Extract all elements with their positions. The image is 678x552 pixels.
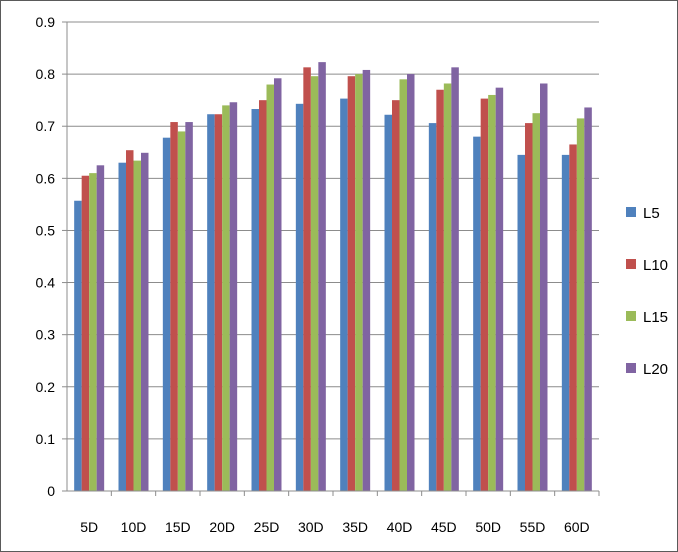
- bar-l20-10d: [141, 152, 149, 491]
- legend-label-l15: L15: [643, 309, 668, 326]
- bar-l15-15d: [177, 131, 186, 491]
- bar-l10-55d: [525, 123, 533, 492]
- x-tick-label: 50D: [475, 519, 501, 535]
- x-tick-label: 30D: [298, 519, 324, 535]
- bar-l10-45d: [436, 89, 444, 491]
- bar-l10-10d: [126, 150, 134, 491]
- bar-l5-30d: [295, 103, 304, 491]
- legend-swatch-l5: [626, 207, 636, 217]
- bar-l10-25d: [259, 100, 267, 492]
- y-tick-label: 0.5: [36, 222, 56, 238]
- bar-l5-35d: [340, 98, 348, 491]
- bar-l15-45d: [443, 83, 452, 491]
- bar-l5-40d: [384, 114, 392, 491]
- bar-l15-50d: [488, 94, 496, 491]
- bar-l5-15d: [162, 137, 171, 492]
- bar-l20-40d: [407, 74, 415, 491]
- bar-l10-50d: [480, 98, 489, 491]
- y-tick-label: 0.7: [36, 118, 56, 134]
- bar-l15-20d: [222, 105, 230, 491]
- y-tick-label: 0.1: [36, 431, 56, 447]
- axes: [62, 21, 600, 496]
- legend-label-l20: L20: [643, 361, 668, 378]
- x-tick-label: 25D: [254, 519, 280, 535]
- bar-l5-20d: [207, 114, 215, 491]
- y-tick-label: 0.9: [36, 14, 56, 30]
- bar-l5-25d: [251, 109, 259, 491]
- y-tick-label: 0.8: [36, 66, 56, 82]
- bar-l5-60d: [561, 154, 570, 491]
- y-tick-label: 0.4: [36, 275, 56, 291]
- bar-l10-60d: [569, 144, 577, 491]
- bar-l10-30d: [303, 67, 311, 491]
- bar-l20-45d: [451, 67, 459, 491]
- x-tick-label: 10D: [121, 519, 147, 535]
- y-tick-label: 0.3: [36, 327, 56, 343]
- bar-l20-35d: [362, 69, 371, 491]
- x-tick-label: 15D: [165, 519, 191, 535]
- y-tick-labels: 0 0.1 0.2 0.3 0.4 0.5 0.6 0.7 0.8 0.9: [36, 14, 56, 499]
- y-tick-label: 0: [47, 483, 55, 499]
- x-tick-label: 45D: [431, 519, 457, 535]
- legend: L5 L10 L15 L20: [626, 205, 668, 378]
- legend-swatch-l15: [626, 311, 636, 321]
- bar-l20-60d: [584, 107, 592, 491]
- bar-l5-5d: [74, 200, 82, 492]
- gridlines: [67, 21, 599, 440]
- x-tick-labels: 5D 10D 15D 20D 25D 30D 35D 40D 45D 50D 55D 60D: [80, 519, 589, 535]
- y-tick-label: 0.6: [36, 170, 56, 186]
- legend-label-l5: L5: [643, 205, 660, 222]
- bar-l5-50d: [473, 136, 481, 491]
- x-tick-label: 40D: [387, 519, 413, 535]
- bar-l15-25d: [266, 84, 274, 492]
- bar-l20-55d: [540, 83, 548, 491]
- bar-l10-20d: [214, 114, 223, 491]
- legend-swatch-l20: [626, 363, 636, 373]
- legend-label-l10: L10: [643, 257, 668, 274]
- bar-l15-35d: [355, 74, 363, 491]
- bar-l20-25d: [274, 78, 282, 491]
- bar-l20-15d: [185, 122, 193, 491]
- bar-l15-30d: [310, 76, 319, 491]
- bar-l15-10d: [133, 160, 141, 492]
- x-tick-label: 20D: [209, 519, 235, 535]
- bar-l15-60d: [576, 118, 585, 492]
- y-tick-label: 0.2: [36, 379, 56, 395]
- bar-l10-40d: [392, 100, 400, 492]
- bar-l5-10d: [118, 162, 126, 491]
- bar-l5-55d: [517, 154, 525, 491]
- bar-l10-15d: [170, 122, 178, 491]
- bar-l10-35d: [347, 76, 356, 491]
- x-tick-label: 55D: [520, 519, 546, 535]
- legend-swatch-l10: [626, 259, 636, 269]
- bars: [74, 62, 592, 492]
- bar-l20-5d: [96, 165, 105, 492]
- bar-l15-5d: [89, 173, 97, 491]
- bar-l15-40d: [399, 79, 407, 492]
- bar-l20-30d: [318, 62, 326, 492]
- bar-l15-55d: [532, 113, 540, 491]
- x-tick-label: 35D: [342, 519, 368, 535]
- bar-l10-5d: [81, 175, 90, 491]
- bar-l20-50d: [495, 87, 504, 491]
- bar-l20-20d: [229, 102, 238, 492]
- bar-l5-45d: [428, 123, 437, 492]
- x-tick-label: 60D: [564, 519, 590, 535]
- x-tick-label: 5D: [80, 519, 98, 535]
